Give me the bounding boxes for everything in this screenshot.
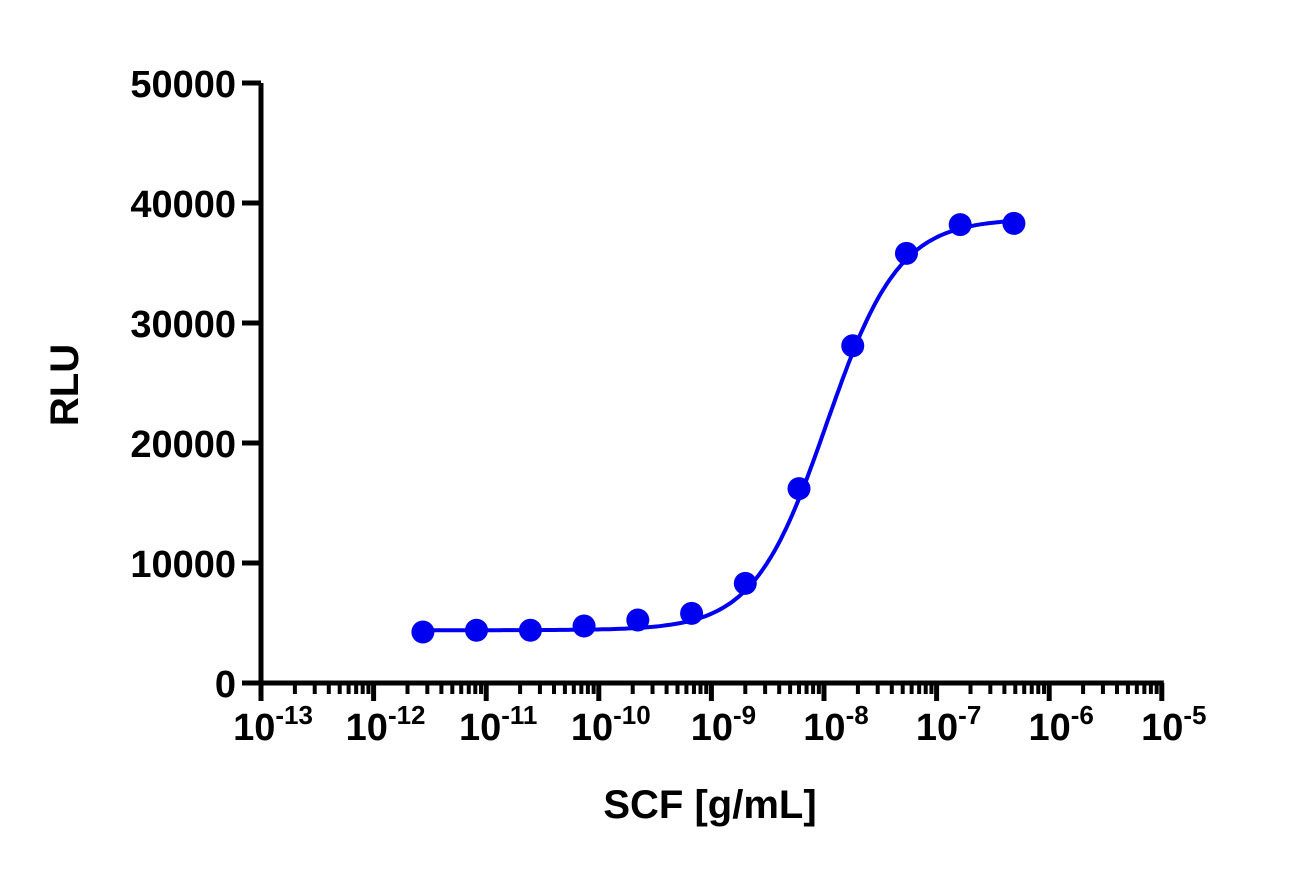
- data-point: [948, 213, 972, 237]
- x-tick-label: 10-5: [1141, 700, 1206, 749]
- x-tick-base: 10: [691, 707, 733, 749]
- y-tick-label: 20000: [130, 424, 236, 466]
- y-tick-label: 40000: [130, 184, 236, 226]
- y-tick-label: 30000: [130, 304, 236, 346]
- fit-curve: [422, 218, 1015, 633]
- x-tick-exponent: -13: [275, 700, 313, 730]
- data-point: [572, 614, 596, 638]
- x-tick-label: 10-7: [916, 700, 981, 749]
- y-tick-label: 50000: [130, 64, 236, 106]
- x-tick-base: 10: [916, 707, 958, 749]
- data-point: [894, 241, 918, 265]
- x-tick-base: 10: [571, 707, 613, 749]
- x-tick-label: 10-9: [691, 700, 756, 749]
- data-point: [680, 601, 704, 625]
- data-point: [733, 571, 757, 595]
- data-point: [464, 618, 488, 642]
- x-tick-exponent: -11: [501, 700, 537, 730]
- data-points: [411, 211, 1026, 644]
- data-point: [787, 477, 811, 501]
- data-point: [626, 608, 650, 632]
- x-tick-base: 10: [1028, 707, 1070, 749]
- data-point: [411, 620, 435, 644]
- x-tick-exponent: -5: [1183, 700, 1206, 730]
- x-tick-label: 10-12: [346, 700, 426, 749]
- data-point: [841, 334, 865, 358]
- x-tick-label: 10-11: [459, 700, 537, 749]
- x-axis-label: SCF [g/mL]: [603, 783, 816, 827]
- x-tick-label: 10-10: [571, 700, 651, 749]
- y-tick-label: 10000: [130, 544, 236, 586]
- x-tick-exponent: -10: [613, 700, 651, 730]
- x-tick-exponent: -9: [733, 700, 756, 730]
- data-point: [518, 618, 542, 642]
- x-tick-base: 10: [803, 707, 845, 749]
- x-tick-base: 10: [459, 707, 501, 749]
- x-tick-exponent: -7: [958, 700, 981, 730]
- data-point: [1002, 211, 1026, 235]
- axes: [242, 83, 1164, 686]
- x-tick-base: 10: [346, 707, 388, 749]
- x-tick-label: 10-13: [233, 700, 313, 749]
- x-tick-exponent: -8: [846, 700, 869, 730]
- x-tick-base: 10: [233, 707, 275, 749]
- y-tick-label: 0: [215, 664, 236, 706]
- x-tick-base: 10: [1141, 707, 1183, 749]
- x-tick-exponent: -6: [1071, 700, 1094, 730]
- x-tick-label: 10-6: [1028, 700, 1093, 749]
- y-axis-label: RLU: [43, 344, 87, 426]
- x-tick-label: 10-8: [803, 700, 868, 749]
- x-tick-exponent: -12: [388, 700, 426, 730]
